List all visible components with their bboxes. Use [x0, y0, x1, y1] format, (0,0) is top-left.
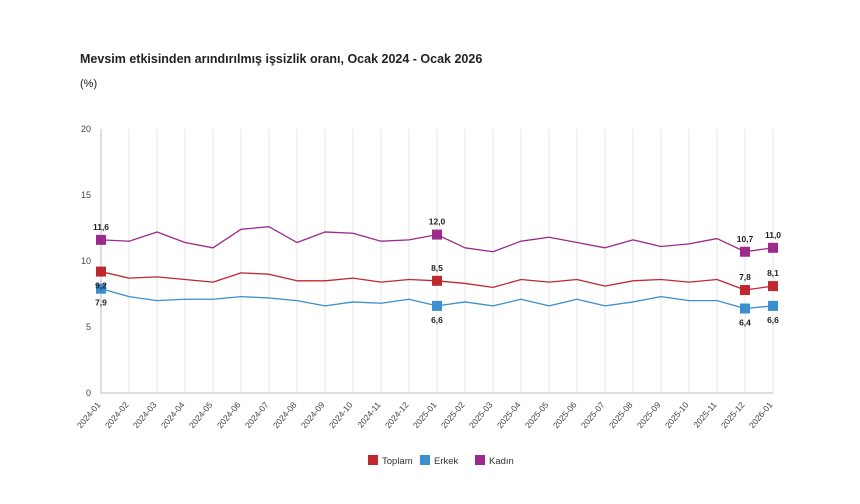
marker-erkek-2024-01: [96, 283, 106, 294]
data-label-toplam-2025-12: 7,8: [739, 272, 751, 282]
y-tick-label-5: 5: [86, 322, 91, 332]
marker-kadın-2025-01: [432, 229, 442, 240]
data-label-erkek-2026-01: 6,6: [767, 315, 779, 325]
x-tick-label-2024-10: 2024-10: [327, 400, 355, 431]
data-label-kadın-2026-01: 11,0: [765, 230, 781, 240]
x-tick-label-2025-03: 2025-03: [467, 400, 495, 431]
x-tick-label-2024-01: 2024-01: [75, 400, 103, 431]
x-tick-label-2024-03: 2024-03: [131, 400, 159, 431]
data-label-kadın-2025-01: 12,0: [429, 217, 446, 227]
legend-swatch-erkek: [420, 455, 430, 465]
marker-erkek-2025-12: [740, 303, 750, 314]
marker-kadın-2026-01: [768, 242, 778, 253]
data-label-toplam-2024-01: 9,2: [95, 281, 107, 291]
y-tick-label-15: 15: [81, 190, 91, 200]
marker-toplam-2026-01: [768, 281, 778, 292]
x-tick-label-2025-04: 2025-04: [495, 400, 523, 431]
series-layer: [96, 226, 778, 314]
y-tick-label-20: 20: [81, 124, 91, 134]
y-tick-label-10: 10: [81, 256, 91, 266]
x-tick-label-2025-06: 2025-06: [551, 400, 579, 431]
legend-label-toplam: Toplam: [382, 456, 413, 467]
x-tick-label-2025-09: 2025-09: [635, 400, 663, 431]
x-tick-label-2025-07: 2025-07: [579, 400, 607, 431]
data-label-layer: 9,2 8,5 7,8 8,1 7,9 6,6 6,4 6,6 11,6 12,0 10,7 11,0: [93, 217, 781, 328]
x-tick-label-2025-01: 2025-01: [411, 400, 439, 431]
legend-swatch-kadın: [475, 455, 485, 465]
marker-kadın-2024-01: [96, 234, 106, 245]
x-tick-label-2024-09: 2024-09: [299, 400, 327, 431]
data-label-kadın-2025-12: 10,7: [737, 234, 754, 244]
marker-toplam-2024-01: [96, 266, 106, 277]
marker-erkek-2026-01: [768, 300, 778, 311]
data-label-erkek-2025-01: 6,6: [431, 315, 443, 325]
x-tick-label-2024-11: 2024-11: [355, 400, 382, 430]
legend-swatch-toplam: [368, 455, 378, 465]
grid-layer: [100, 129, 774, 393]
x-tick-label-2024-02: 2024-02: [103, 400, 131, 431]
x-tick-label-2025-11: 2025-11: [691, 400, 718, 430]
x-tick-label-2024-05: 2024-05: [187, 400, 215, 431]
x-tick-label-2024-07: 2024-07: [243, 400, 271, 431]
x-tick-label-2024-12: 2024-12: [383, 400, 411, 431]
data-label-toplam-2025-01: 8,5: [431, 263, 443, 273]
chart-unit: (%): [80, 78, 98, 90]
x-tick-label-2026-01: 2026-01: [747, 400, 775, 431]
data-label-kadın-2024-01: 11,6: [93, 222, 109, 232]
legend-label-kadın: Kadın: [489, 456, 514, 467]
marker-kadın-2025-12: [740, 246, 750, 257]
data-label-toplam-2026-01: 8,1: [767, 268, 779, 278]
x-tick-label-2024-04: 2024-04: [159, 400, 187, 431]
chart-title: Mevsim etkisinden arındırılmış işsizlik …: [80, 52, 483, 66]
x-tick-label-2025-08: 2025-08: [607, 400, 635, 431]
data-label-erkek-2025-12: 6,4: [739, 318, 751, 328]
data-label-erkek-2024-01: 7,9: [95, 298, 107, 308]
x-tick-label-2025-12: 2025-12: [719, 400, 747, 431]
marker-toplam-2025-12: [740, 285, 750, 296]
marker-toplam-2025-01: [432, 275, 442, 286]
marker-erkek-2025-01: [432, 300, 442, 311]
x-tick-label-2025-10: 2025-10: [663, 400, 691, 431]
x-tick-label-2024-08: 2024-08: [271, 400, 299, 431]
legend-label-erkek: Erkek: [434, 456, 459, 467]
y-tick-label-0: 0: [86, 388, 91, 398]
x-tick-label-2025-05: 2025-05: [523, 400, 551, 431]
legend: Toplam Erkek Kadın: [368, 455, 514, 467]
x-tick-label-2024-06: 2024-06: [215, 400, 243, 431]
x-tick-label-2025-02: 2025-02: [439, 400, 467, 431]
